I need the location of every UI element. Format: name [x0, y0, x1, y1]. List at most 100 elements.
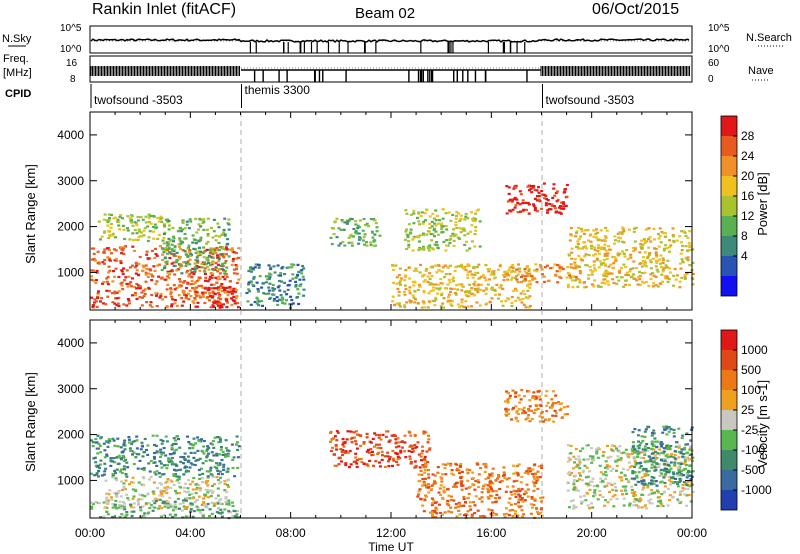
heat-cell	[572, 266, 575, 270]
heat-cell	[225, 503, 229, 506]
heat-cell	[422, 247, 426, 250]
heat-cell	[465, 264, 469, 267]
heat-cell	[252, 276, 256, 279]
heat-cell	[536, 487, 540, 490]
heat-cell	[198, 252, 202, 255]
heat-cell	[660, 265, 663, 269]
heat-cell	[578, 272, 582, 275]
heat-cell	[415, 446, 419, 449]
heat-cell	[647, 284, 651, 288]
heat-cell	[417, 493, 420, 496]
heat-cell	[166, 500, 170, 503]
heat-cell	[597, 285, 600, 288]
heat-cell	[277, 274, 281, 277]
heat-cell	[210, 492, 214, 495]
heat-cell	[115, 304, 119, 307]
heat-cell	[397, 303, 401, 306]
heat-cell	[277, 284, 281, 287]
heat-cell	[581, 247, 585, 250]
heat-cell	[141, 476, 145, 479]
heat-cell	[157, 275, 161, 278]
heat-cell	[519, 481, 523, 484]
heat-cell	[417, 490, 421, 493]
heat-cell	[119, 214, 123, 217]
heat-cell	[512, 480, 516, 483]
heat-cell	[143, 512, 147, 515]
heat-cell	[216, 291, 220, 295]
heat-cell	[137, 498, 141, 501]
heat-cell	[234, 290, 237, 293]
heat-cell	[211, 304, 215, 307]
heat-cell	[660, 459, 663, 462]
heat-cell	[663, 475, 667, 478]
heat-cell	[176, 230, 180, 233]
heat-cell	[109, 457, 113, 460]
heat-cell	[434, 516, 437, 519]
heat-cell	[674, 477, 677, 480]
heat-cell	[411, 294, 415, 297]
heat-cell	[558, 266, 562, 269]
heat-cell	[144, 502, 148, 505]
heat-cell	[249, 270, 253, 273]
heat-cell	[459, 214, 463, 217]
heat-cell	[128, 238, 132, 241]
heat-cell	[433, 227, 436, 230]
summary-panels: N.Sky Freq. [MHz] CPID 10^5 10^0 16 8 10…	[2, 23, 792, 108]
heat-cell	[125, 513, 129, 516]
heat-cell	[528, 467, 532, 470]
heat-cell	[455, 214, 458, 217]
heat-cell	[355, 462, 359, 465]
heat-cell	[160, 466, 164, 469]
heat-cell	[150, 273, 153, 276]
heat-cell	[632, 504, 636, 507]
heat-cell	[539, 266, 543, 269]
heat-cell	[533, 499, 537, 502]
heat-cell	[636, 434, 640, 437]
heat-cell	[117, 506, 121, 509]
heat-cell	[458, 464, 462, 468]
heat-cell	[229, 511, 233, 514]
heat-cell	[458, 472, 462, 475]
heat-cell	[581, 471, 585, 474]
heat-cell	[681, 434, 685, 437]
heat-cell	[167, 228, 171, 231]
heat-cell	[158, 460, 162, 463]
heat-cell	[196, 449, 200, 452]
heat-cell	[451, 232, 455, 235]
heat-cell	[159, 455, 162, 459]
heat-cell	[354, 443, 358, 446]
heat-cell	[439, 511, 443, 515]
heat-cell	[106, 256, 110, 259]
heat-cell	[163, 231, 167, 234]
heat-cell	[594, 448, 598, 451]
heat-cell	[509, 503, 513, 506]
heat-cell	[408, 286, 412, 289]
colorbar-swatch	[721, 256, 737, 276]
x-tick-label: 20:00	[577, 526, 607, 540]
heat-cell	[118, 228, 121, 231]
heat-cell	[96, 250, 100, 253]
heat-cell	[452, 485, 456, 488]
heat-cell	[144, 264, 148, 267]
heat-cell	[518, 298, 522, 301]
heat-cell	[350, 441, 354, 444]
heat-cell	[178, 507, 181, 510]
heat-cell	[531, 278, 535, 281]
heat-cell	[473, 294, 477, 297]
heat-cell	[178, 280, 182, 283]
heat-cell	[634, 498, 638, 501]
heat-cell	[139, 509, 143, 512]
heat-cell	[137, 481, 141, 484]
heat-cell	[681, 484, 685, 487]
heat-cell	[409, 213, 413, 216]
heat-cell	[433, 501, 437, 505]
heat-cell	[206, 256, 210, 259]
heat-cell	[165, 491, 169, 495]
heat-cell	[678, 450, 681, 454]
heat-cell	[516, 296, 520, 299]
heat-cell	[222, 231, 225, 234]
heat-cell	[232, 268, 236, 271]
heat-cell	[622, 263, 626, 266]
heat-cell	[200, 262, 204, 266]
heat-cell	[97, 220, 101, 223]
